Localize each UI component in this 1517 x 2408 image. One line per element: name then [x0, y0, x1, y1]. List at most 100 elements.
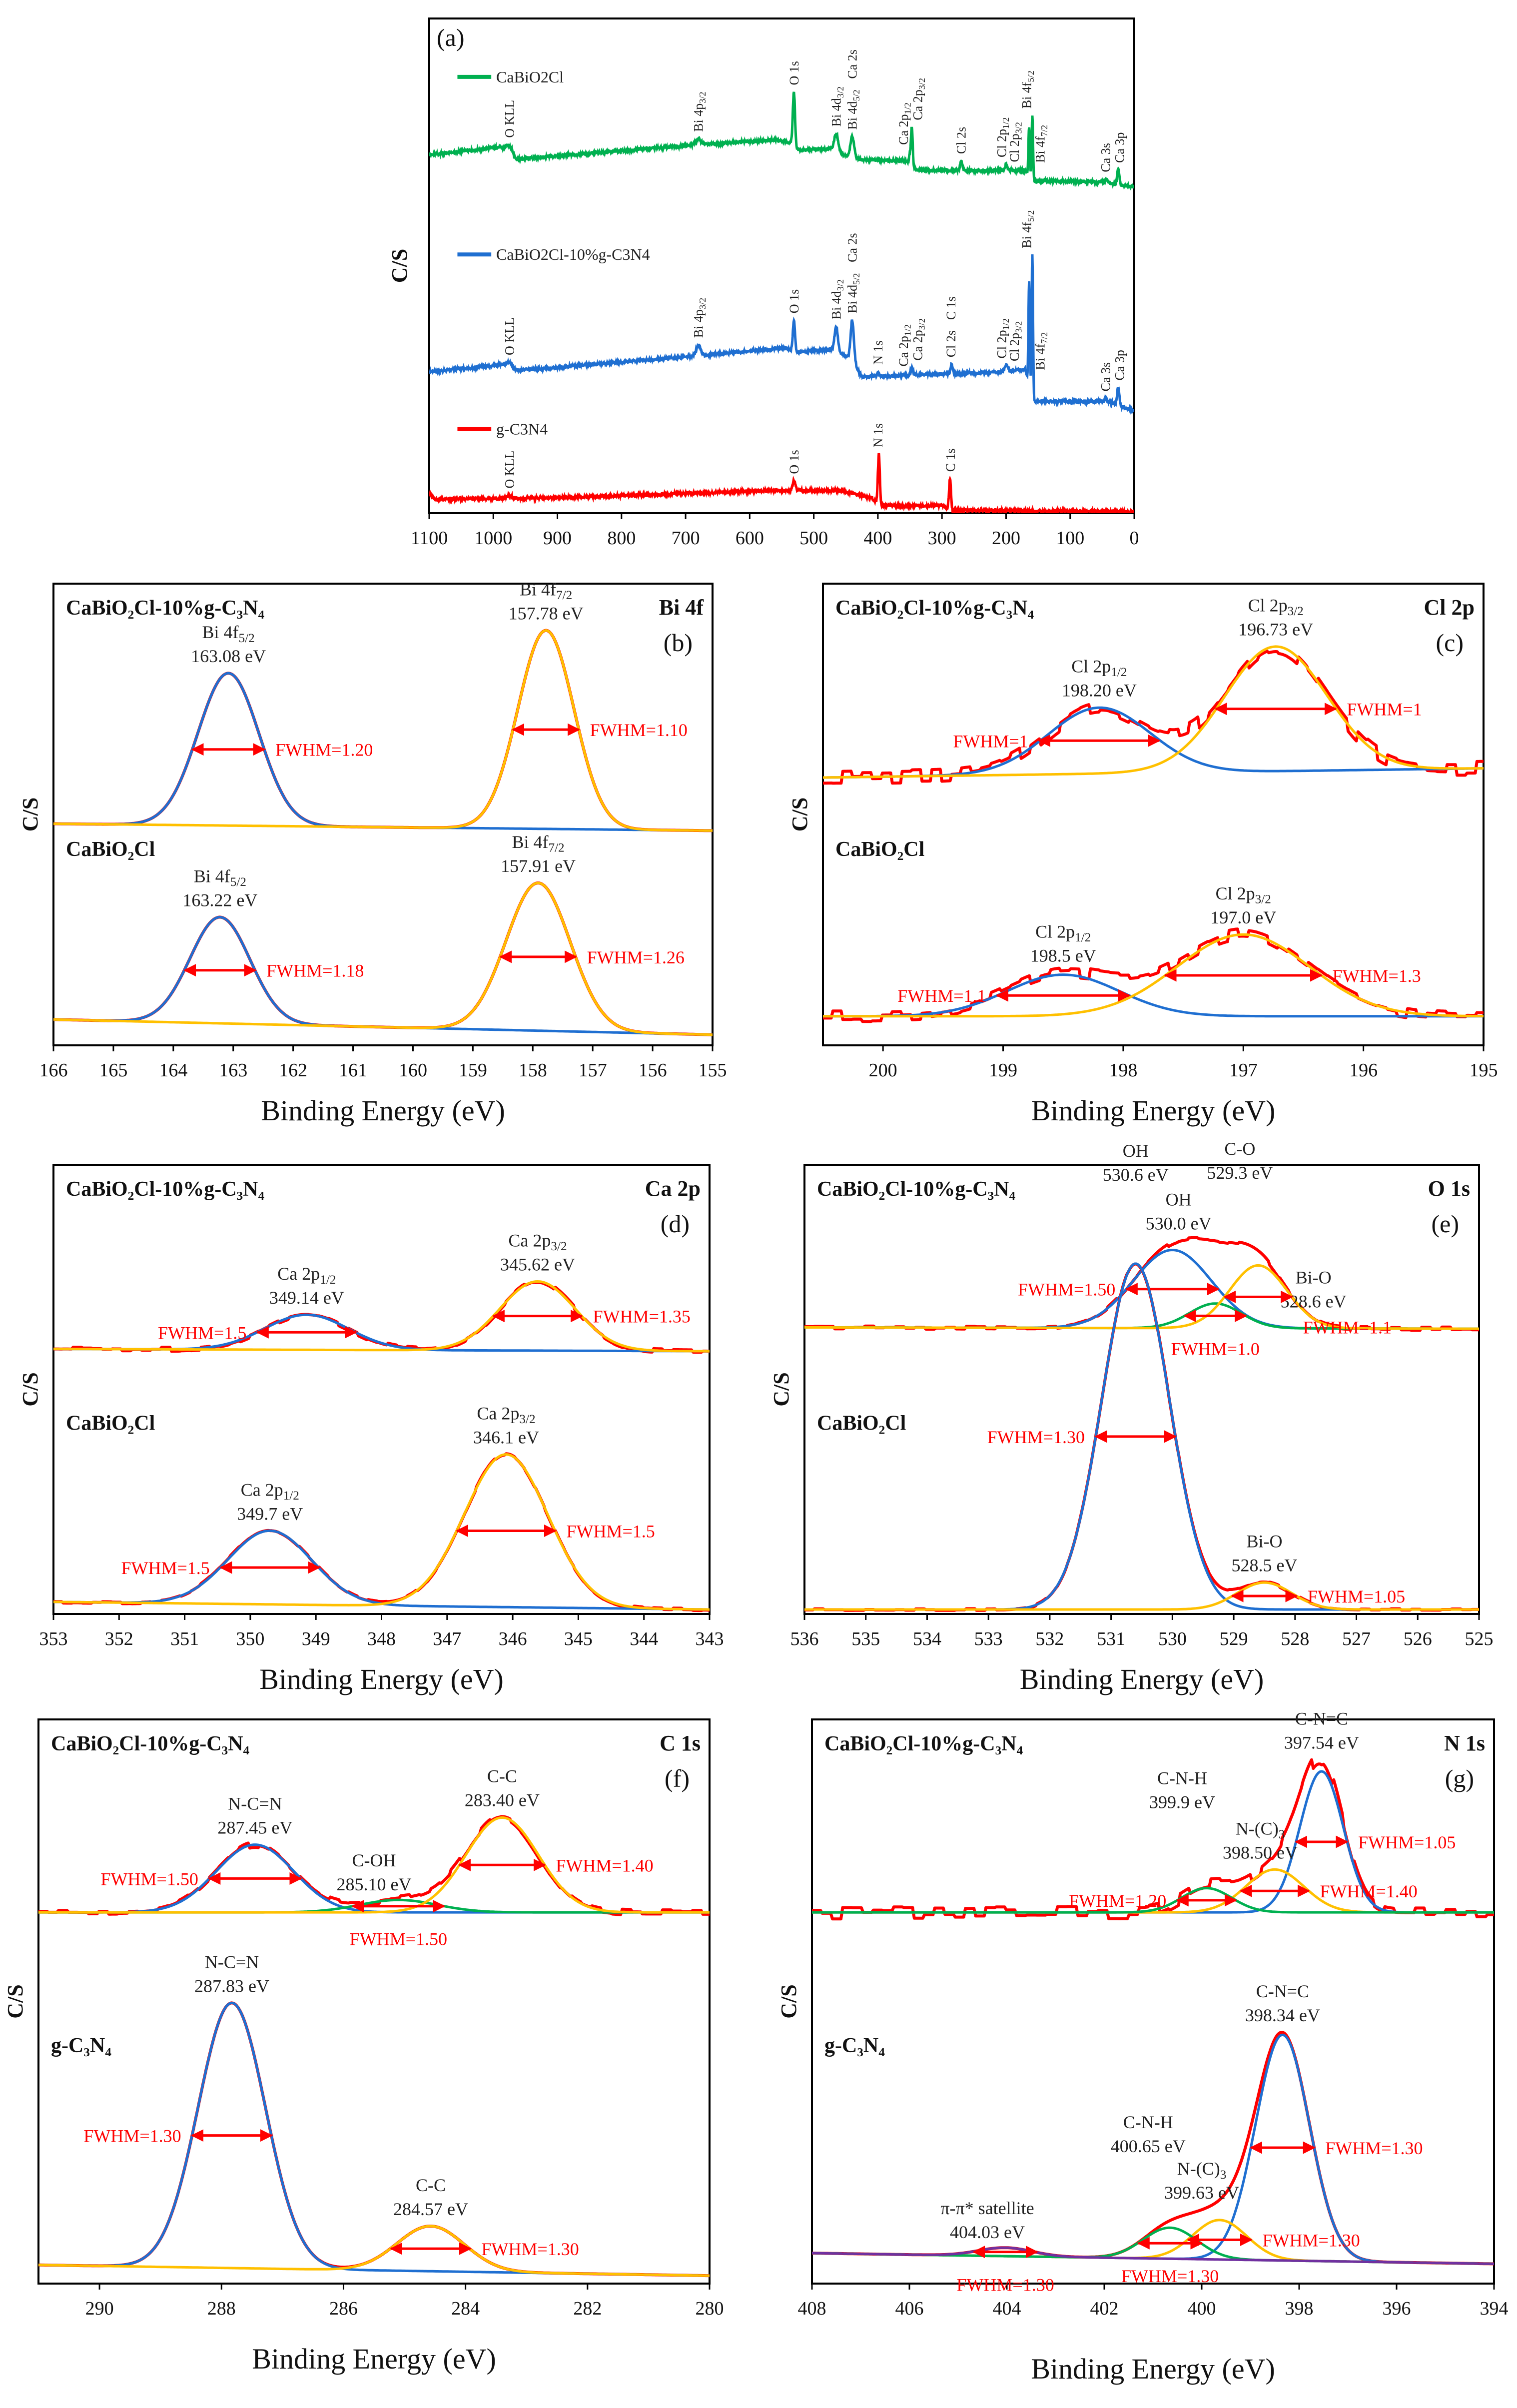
sample-label: CaBiO₂Cl [817, 1412, 906, 1435]
x-tick-label: 530 [1158, 1628, 1187, 1649]
x-axis-label: Binding Energy (eV) [1020, 1663, 1264, 1695]
x-tick-label: 280 [696, 2298, 724, 2319]
label-main: Bi 4f [1033, 136, 1047, 163]
label-main: C-N-H [1123, 2112, 1173, 2132]
label-subscript: 3 [1279, 1828, 1285, 1841]
label-main: Bi 4f [520, 580, 556, 600]
x-tick-label: 286 [329, 2298, 358, 2319]
peak-annotation: Cl 2s [954, 127, 969, 154]
label-main: Ca 2p [508, 1230, 551, 1250]
label-main: C-N=C [1256, 1981, 1309, 2001]
x-tick-label: 196 [1349, 1060, 1378, 1081]
x-tick-label: 700 [672, 528, 700, 549]
x-tick-label: 348 [367, 1628, 396, 1649]
core-level-title: N 1s [1444, 1731, 1485, 1755]
fwhm-label: FWHM=1.05 [1308, 1587, 1405, 1606]
label-main: Ca 3p [1112, 350, 1127, 380]
component-curve [823, 973, 1484, 1018]
x-tick-label: 155 [699, 1060, 727, 1081]
y-axis-label: C/S [387, 249, 412, 283]
core-level-title: C 1s [660, 1731, 701, 1755]
panel-f-c-1s: 290 288 286 284 282 280 Binding Energy (eV) C/S… [3, 1718, 724, 2375]
envelope-curve [812, 1758, 1494, 1921]
fwhm-label: FWHM=1 [1347, 700, 1422, 720]
peak-name-label: Bi 4f5/2 [202, 622, 255, 645]
peak-energy-label: 404.03 eV [950, 2222, 1025, 2242]
legend-label: CaBiO2Cl-10%g-C3N4 [496, 245, 650, 263]
sample-label: CaBiO₂Cl-10%g-C₃N₄ [824, 1732, 1023, 1755]
label-subscript: 3/2 [551, 1240, 567, 1253]
peak-energy-label: 197.0 eV [1210, 907, 1276, 927]
label-main: Ca 2p [896, 114, 911, 144]
label-main: O KLL [502, 100, 517, 138]
label-main: Bi-O [1296, 1268, 1332, 1288]
fwhm-label: FWHM=1.0 [1171, 1339, 1260, 1359]
peak-name-label: Bi-O [1296, 1268, 1332, 1288]
peak-energy-label: 399.9 eV [1149, 1792, 1215, 1812]
peak-name-label: OH [1123, 1141, 1149, 1161]
peak-annotation: Ca 2s [845, 49, 860, 79]
panel-a-survey: 1100 1000 900 800 700 600 500 400 300 200 100 0(a)C… [387, 17, 1139, 549]
x-tick-label: 282 [573, 2298, 602, 2319]
x-tick-label: 351 [170, 1628, 199, 1649]
fwhm-label: FWHM=1.10 [590, 720, 688, 740]
x-tick-label: 345 [564, 1628, 593, 1649]
peak-annotation: O KLL [502, 100, 517, 138]
survey-spectrum-line [429, 254, 1134, 415]
fwhm-label: FWHM=1.18 [266, 961, 364, 981]
label-main: N-C=N [228, 1794, 282, 1814]
peak-annotation: Bi 4d3/2 [829, 86, 845, 126]
x-tick-label: 100 [1056, 528, 1084, 549]
component-curve [53, 1280, 710, 1353]
peak-name-label: N-C=N [205, 1952, 259, 1972]
label-main: N-(C) [1177, 2159, 1220, 2179]
x-tick-label: 156 [639, 1060, 667, 1081]
fwhm-label: FWHM=1.50 [101, 1869, 198, 1889]
peak-name-label: Ca 2p3/2 [508, 1230, 567, 1253]
peak-name-label: Bi 4f7/2 [520, 580, 572, 603]
peak-name-label: N-(C)3 [1236, 1819, 1285, 1842]
x-tick-label: 157 [579, 1060, 607, 1081]
label-subscript: 7/2 [1039, 332, 1049, 344]
x-tick-label: 0 [1130, 528, 1139, 549]
label-main: Cl 2p [1071, 657, 1111, 677]
label-main: Ca 2p [241, 1480, 283, 1500]
peak-annotation: Bi 4f5/2 [1020, 70, 1036, 108]
label-main: C-N-H [1157, 1768, 1207, 1788]
x-tick-label: 800 [607, 528, 636, 549]
label-subscript: 1/2 [903, 102, 913, 114]
peak-name-label: Cl 2p1/2 [1035, 922, 1091, 945]
fwhm-label: FWHM=1.30 [1325, 2138, 1423, 2158]
peak-energy-label: 530.0 eV [1146, 1214, 1212, 1234]
y-axis-label: C/S [18, 798, 42, 831]
y-axis-label: C/S [3, 1984, 27, 2018]
component-curve [804, 1264, 1479, 1330]
fwhm-label: FWHM=1 [953, 731, 1028, 751]
x-axis-label: Binding Energy (eV) [259, 1663, 504, 1695]
label-subscript: 1/2 [903, 324, 913, 336]
component-curve [53, 1453, 710, 1611]
plot-frame [37, 1718, 711, 2285]
x-tick-label: 159 [459, 1060, 487, 1081]
survey-spectrum-line [429, 453, 1134, 513]
peak-annotation: Ca 2p1/2 [896, 102, 912, 145]
label-main: Cl 2p [994, 330, 1009, 358]
label-subscript: 3/2 [917, 78, 927, 89]
label-subscript: 5/2 [239, 632, 255, 645]
peak-energy-label: 349.7 eV [237, 1504, 303, 1524]
panel-b-bi-4f: 166 165 164 163 162 161 160 159 158 157 156 155 Bind… [18, 580, 727, 1127]
label-subscript: 3/2 [698, 92, 708, 103]
sample-label: CaBiO₂Cl-10%g-C₃N₄ [835, 597, 1034, 620]
label-main: O KLL [502, 451, 517, 489]
panel-d-ca-2p: 353 352 351 350 349 348 347 346 345 344 343 Binding… [18, 1164, 724, 1695]
peak-annotation: Ca 2p1/2 [896, 324, 912, 367]
label-main: O 1s [787, 61, 801, 85]
peak-name-label: Bi 4f7/2 [512, 832, 564, 855]
label-main: Cl 2p [1007, 333, 1022, 361]
fwhm-label: FWHM=1.35 [593, 1307, 691, 1327]
x-tick-label: 164 [159, 1060, 187, 1081]
x-tick-label: 163 [219, 1060, 247, 1081]
label-main: Ca 2s [845, 49, 860, 79]
label-subscript: 1/2 [1001, 117, 1011, 129]
